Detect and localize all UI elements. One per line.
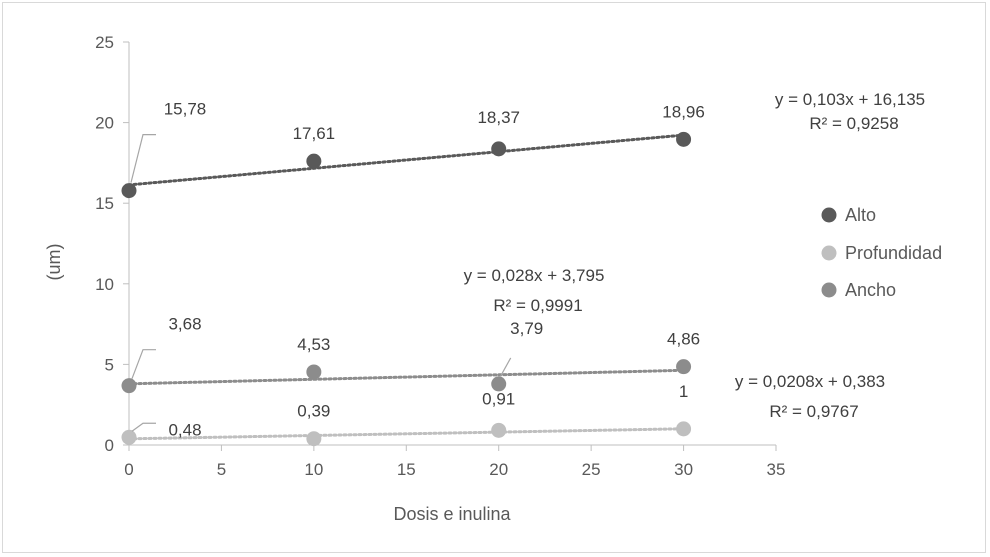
data-point-profundidad — [306, 431, 322, 447]
y-tick-label: 5 — [105, 355, 114, 374]
data-label: 3,79 — [510, 319, 543, 338]
data-label: 4,53 — [297, 335, 330, 354]
data-point-alto — [491, 141, 507, 157]
trendline-equation: y = 0,103x + 16,135 — [775, 90, 925, 109]
y-tick-label: 20 — [95, 114, 114, 133]
trendline-r2: R² = 0,9991 — [493, 296, 582, 315]
trendline-r2: R² = 0,9767 — [769, 402, 858, 421]
data-point-alto — [121, 183, 137, 199]
data-label: 15,78 — [164, 100, 207, 119]
y-tick-label: 10 — [95, 275, 114, 294]
y-axis-title: (um) — [44, 244, 64, 281]
data-point-profundidad — [676, 421, 692, 437]
data-point-ancho — [676, 359, 692, 375]
x-tick-label: 5 — [217, 460, 226, 479]
x-tick-label: 20 — [489, 460, 508, 479]
trendline-profundidad — [127, 427, 686, 441]
data-label-leader-line — [130, 134, 156, 183]
data-point-ancho — [121, 378, 137, 394]
x-tick-label: 0 — [124, 460, 133, 479]
data-label: 18,37 — [477, 108, 520, 127]
data-label: 1 — [679, 382, 688, 401]
y-tick-label: 0 — [105, 436, 114, 455]
data-point-alto — [676, 131, 692, 147]
y-tick-label: 15 — [95, 194, 114, 213]
x-tick-label: 35 — [767, 460, 786, 479]
data-label-leader-line — [131, 349, 156, 379]
data-point-profundidad — [491, 422, 507, 438]
data-point-alto — [306, 153, 322, 169]
legend-marker-alto — [821, 207, 837, 223]
legend-marker-profundidad — [821, 245, 837, 261]
x-tick-label: 30 — [674, 460, 693, 479]
data-label: 18,96 — [662, 102, 705, 121]
trendline-r2: R² = 0,9258 — [809, 114, 898, 133]
data-label-leader-line — [500, 357, 512, 377]
trendline-alto — [127, 133, 686, 187]
data-label-leader-line — [131, 422, 156, 432]
trendline-ancho — [127, 368, 686, 386]
legend-label: Ancho — [845, 280, 896, 300]
data-label: 0,48 — [168, 420, 201, 439]
legend-label: Alto — [845, 205, 876, 225]
data-point-profundidad — [121, 429, 137, 445]
x-tick-label: 25 — [582, 460, 601, 479]
data-point-ancho — [306, 364, 322, 380]
data-label: 17,61 — [293, 124, 336, 143]
trendline-equation: y = 0,028x + 3,795 — [464, 266, 605, 285]
y-tick-label: 25 — [95, 33, 114, 52]
x-tick-label: 15 — [397, 460, 416, 479]
legend-label: Profundidad — [845, 243, 942, 263]
x-axis-title: Dosis e inulina — [393, 504, 511, 524]
data-label: 0,39 — [297, 402, 330, 421]
data-point-ancho — [491, 376, 507, 392]
data-label: 0,91 — [482, 389, 515, 408]
legend-marker-ancho — [821, 282, 837, 298]
x-tick-label: 10 — [304, 460, 323, 479]
data-label: 4,86 — [667, 330, 700, 349]
trendline-equation: y = 0,0208x + 0,383 — [735, 372, 885, 391]
data-label: 3,68 — [168, 315, 201, 334]
